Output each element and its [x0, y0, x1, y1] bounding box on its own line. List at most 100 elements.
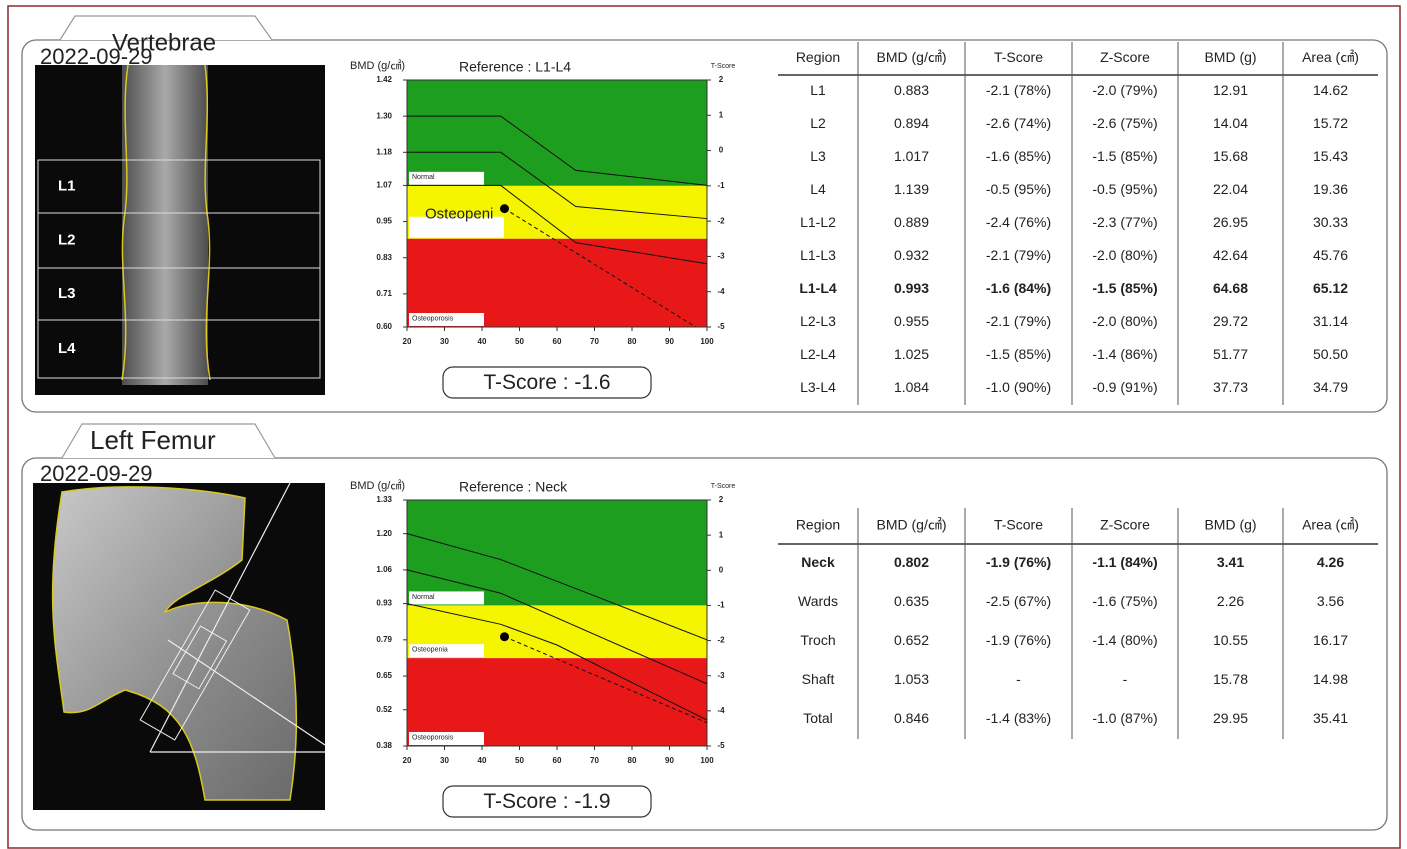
tscore-box: [442, 366, 652, 399]
table-cell: -2.0 (80%): [1092, 313, 1157, 329]
x-tick-label: 40: [478, 756, 487, 765]
x-tick-label: 80: [628, 337, 637, 346]
table-header: Z-Score: [1100, 49, 1150, 65]
reference-curve: [504, 208, 697, 328]
y-tick-label: 0.71: [376, 289, 392, 298]
table-cell: Shaft: [802, 671, 835, 687]
vertebra-label: L4: [58, 340, 76, 357]
reference-curve: [407, 151, 708, 220]
reference-curve: [406, 603, 708, 721]
x-tick-label: 40: [478, 337, 487, 346]
table-cell: 14.98: [1313, 671, 1348, 687]
patient-point: [500, 632, 509, 642]
x-tick-label: 90: [665, 337, 674, 346]
y-axis-label: BMD (g/㎠): [350, 479, 405, 492]
table-cell: 3.56: [1317, 593, 1344, 609]
y2-tick-label: -4: [717, 287, 725, 296]
table-cell: Wards: [798, 593, 838, 609]
zone: [407, 658, 707, 746]
y-tick-label: 1.42: [376, 75, 392, 84]
vertebra-box: [37, 319, 321, 379]
table-cell: 50.50: [1313, 346, 1348, 362]
table-cell: -2.1 (79%): [986, 313, 1051, 329]
panel-tab: [61, 423, 276, 459]
y2-tick-label: -3: [717, 671, 725, 680]
table-cell: 45.76: [1313, 247, 1348, 263]
table-header: Region: [796, 517, 840, 533]
y2-axis-label: T-Score: [711, 483, 736, 490]
table-cell: 0.846: [894, 710, 929, 726]
table-cell: -1.9 (76%): [986, 632, 1051, 648]
table-cell: 0.889: [894, 214, 929, 230]
roi-box: [172, 625, 228, 690]
zone-label: Osteoporosis: [412, 315, 454, 322]
table-cell: -1.0 (90%): [986, 379, 1051, 395]
table-cell: -1.4 (80%): [1092, 632, 1157, 648]
x-tick-label: 30: [440, 337, 449, 346]
zone: [407, 238, 707, 327]
reference-curve: [504, 636, 708, 724]
scan-date: 2022-09-29: [40, 461, 153, 486]
table-cell: 0.955: [894, 313, 929, 329]
y2-tick-label: -5: [717, 741, 725, 750]
table-cell: 3.41: [1217, 554, 1244, 570]
table-cell: 65.12: [1313, 280, 1348, 296]
x-tick-label: 100: [700, 756, 714, 765]
table-cell: -1.4 (83%): [986, 710, 1051, 726]
y2-tick-label: -5: [717, 322, 725, 331]
table-cell: L1: [810, 82, 826, 98]
femur: [52, 486, 297, 800]
roi-lines: [149, 482, 326, 753]
y-tick-label: 1.07: [376, 181, 392, 190]
y2-tick-label: -4: [717, 706, 725, 715]
table-cell: L1-L3: [800, 247, 836, 263]
table-cell: -2.4 (76%): [986, 214, 1051, 230]
table-cell: -1.6 (85%): [986, 148, 1051, 164]
zone-label-box: [409, 591, 484, 605]
bone-outline: [204, 64, 211, 381]
table-cell: -0.9 (91%): [1092, 379, 1157, 395]
table-cell: 16.17: [1313, 632, 1348, 648]
table-cell: 15.72: [1313, 115, 1348, 131]
reference-label: Reference : L1-L4: [459, 59, 571, 75]
outer-border: [7, 5, 1401, 849]
table-header: Area (㎠): [1302, 517, 1359, 533]
table-cell: -0.5 (95%): [986, 181, 1051, 197]
table-cell: 31.14: [1313, 313, 1348, 329]
tscore-text: T-Score : -1.9: [483, 790, 610, 813]
y2-tick-label: 0: [719, 565, 724, 574]
reference-curve: [407, 184, 708, 265]
table-cell: 0.932: [894, 247, 929, 263]
table-cell: L3-L4: [800, 379, 836, 395]
table-cell: 34.79: [1313, 379, 1348, 395]
tscore-text: T-Score : -1.6: [483, 371, 610, 394]
y2-tick-label: 2: [719, 75, 724, 84]
y-tick-label: 1.18: [376, 147, 392, 156]
y-tick-label: 1.33: [376, 495, 392, 504]
reference-curve: [406, 533, 708, 641]
table-cell: -2.0 (80%): [1092, 247, 1157, 263]
vertebra-label: L2: [58, 231, 76, 248]
x-tick-label: 100: [700, 337, 714, 346]
scan-date: 2022-09-29: [40, 44, 153, 69]
y2-axis-label: T-Score: [711, 63, 736, 70]
reference-curve: [407, 115, 708, 186]
table-header: Area (㎠): [1302, 49, 1359, 65]
zone-label: Osteopenia: [412, 646, 448, 653]
table-cell: -2.0 (79%): [1092, 82, 1157, 98]
table-cell: 2.26: [1217, 593, 1244, 609]
table-cell: -2.6 (74%): [986, 115, 1051, 131]
table-cell: -1.0 (87%): [1092, 710, 1157, 726]
table-cell: -: [1123, 671, 1128, 687]
vertebra-label: L1: [58, 177, 76, 194]
patient-point: [500, 204, 509, 214]
y-tick-label: 0.95: [376, 217, 392, 226]
table-cell: 35.41: [1313, 710, 1348, 726]
table-cell: 15.68: [1213, 148, 1248, 164]
x-tick-label: 50: [515, 337, 524, 346]
y-tick-label: 0.83: [376, 253, 392, 262]
x-tick-label: 70: [590, 756, 599, 765]
table-cell: 51.77: [1213, 346, 1248, 362]
y2-tick-label: -1: [717, 601, 725, 610]
